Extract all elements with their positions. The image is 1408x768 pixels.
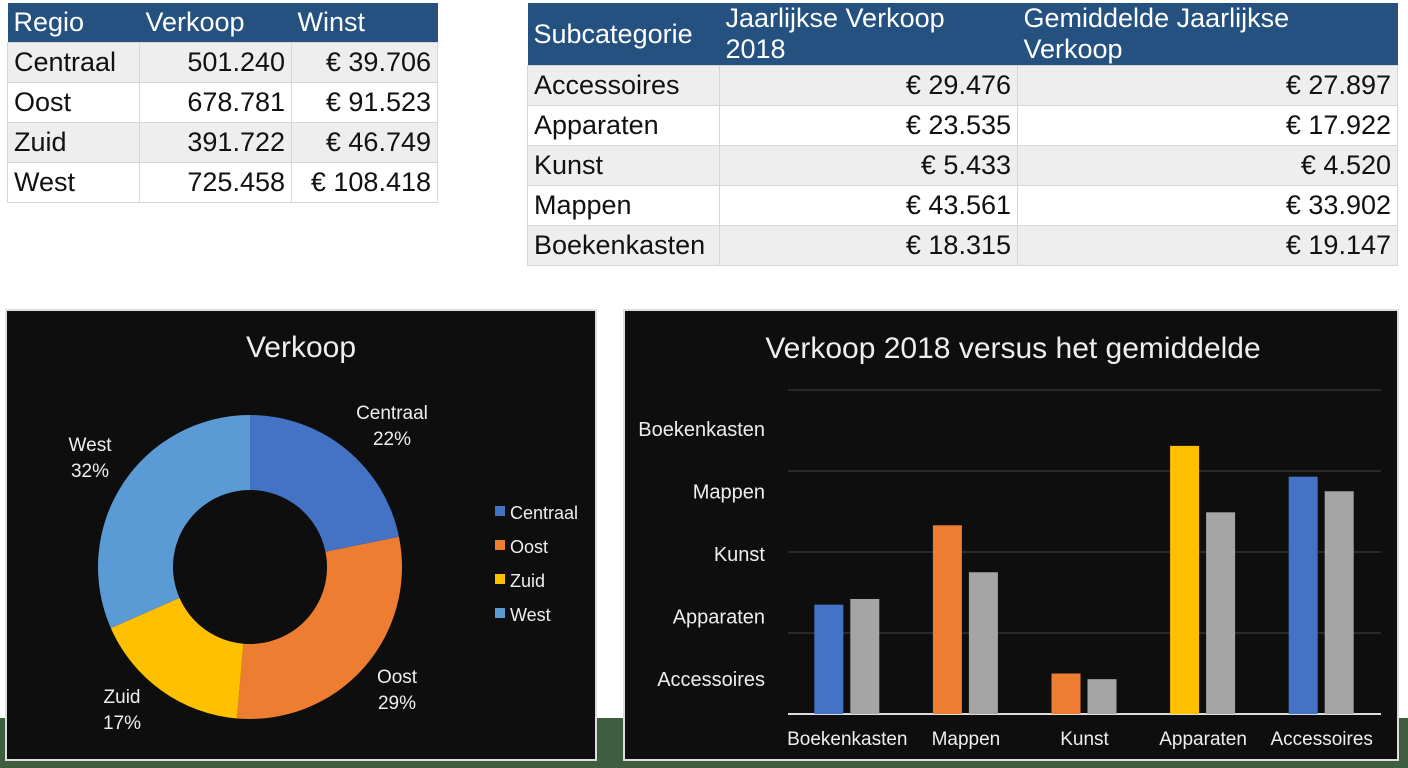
legend-swatch: [495, 608, 505, 618]
table-cell: Accessoires: [527, 65, 720, 106]
table-cell: € 91.523: [291, 82, 438, 123]
table-cell: Oost: [7, 82, 140, 123]
table-row: Kunst € 5.433 € 4.520: [527, 145, 1398, 186]
x-tick-label: Boekenkasten: [787, 729, 907, 750]
bar-apparaten-2018: [1170, 445, 1200, 714]
slice-label-percent: 17%: [103, 713, 141, 734]
table-cell: € 39.706: [291, 42, 438, 83]
y-tick-label: Mappen: [693, 482, 765, 504]
legend-swatch: [495, 540, 505, 550]
table-cell: € 4.520: [1017, 145, 1398, 186]
x-tick-label: Accessoires: [1270, 729, 1372, 750]
bar-apparaten-gemiddelde: [1206, 512, 1236, 714]
y-tick-label: Apparaten: [673, 607, 765, 629]
slice-label-name: West: [69, 435, 113, 456]
region-table: Regio Verkoop Winst Centraal 501.240 € 39.…: [7, 3, 438, 203]
header-gemiddelde: Gemiddelde Jaarlijkse Verkoop: [1017, 3, 1398, 66]
donut-slice-west: [98, 415, 250, 629]
table-row: West 725.458 € 108.418: [7, 162, 438, 203]
bar-boekenkasten-gemiddelde: [850, 598, 880, 714]
slice-label-name: Centraal: [356, 403, 428, 424]
table-cell: € 18.315: [719, 225, 1018, 266]
table-row: Centraal 501.240 € 39.706: [7, 42, 438, 83]
slice-label-name: Zuid: [104, 687, 141, 708]
chart-title: Verkoop: [246, 331, 356, 364]
legend-label: Centraal: [510, 503, 578, 523]
slice-label-percent: 32%: [71, 461, 109, 482]
x-tick-label: Mappen: [932, 729, 1001, 750]
bar-accessoires-2018: [1288, 476, 1318, 714]
donut-slice-zuid: [110, 597, 244, 719]
y-tick-label: Accessoires: [657, 669, 765, 691]
table-row: Accessoires € 29.476 € 27.897: [527, 65, 1398, 106]
table-cell: 501.240: [139, 42, 292, 83]
legend-label: Oost: [510, 537, 548, 557]
bar-chart: Verkoop 2018 versus het gemiddelde Boeken…: [623, 309, 1399, 761]
table-cell: € 33.902: [1017, 185, 1398, 226]
table-cell: 678.781: [139, 82, 292, 123]
table-row: Oost 678.781 € 91.523: [7, 82, 438, 123]
header-subcategorie: Subcategorie: [527, 3, 720, 66]
bar-mappen-2018: [932, 525, 962, 714]
bar-accessoires-gemiddelde: [1324, 491, 1354, 714]
legend-label: West: [510, 605, 551, 625]
table-cell: Boekenkasten: [527, 225, 720, 266]
header-verkoop-2018: Jaarlijkse Verkoop 2018: [719, 3, 1018, 66]
y-tick-label: Kunst: [714, 544, 766, 566]
legend-swatch: [495, 574, 505, 584]
table-row: Apparaten € 23.535 € 17.922: [527, 105, 1398, 146]
table-cell: € 23.535: [719, 105, 1018, 146]
table-cell: Apparaten: [527, 105, 720, 146]
slice-label-percent: 29%: [378, 693, 416, 714]
table-cell: € 108.418: [291, 162, 438, 203]
table-row: Boekenkasten € 18.315 € 19.147: [527, 225, 1398, 266]
header-regio: Regio: [7, 3, 140, 43]
donut-chart: Verkoop Centraal 22% Centraal Oost 29% Oost Zui…: [5, 309, 597, 761]
chart-title: Verkoop 2018 versus het gemiddelde: [765, 332, 1260, 365]
slice-label-name: Oost: [377, 667, 418, 688]
table-row: Zuid 391.722 € 46.749: [7, 122, 438, 163]
table-cell: € 19.147: [1017, 225, 1398, 266]
table-cell: West: [7, 162, 140, 203]
bar-kunst-gemiddelde: [1087, 679, 1117, 714]
slice-label-percent: 22%: [373, 429, 411, 450]
bar-kunst-2018: [1051, 673, 1081, 714]
subcategory-table: Subcategorie Jaarlijkse Verkoop 2018 Gem…: [527, 3, 1398, 266]
table-row: Mappen € 43.561 € 33.902: [527, 185, 1398, 226]
table-cell: € 17.922: [1017, 105, 1398, 146]
legend-swatch: [495, 506, 505, 516]
donut-slice-centraal: [250, 415, 399, 552]
table-cell: € 27.897: [1017, 65, 1398, 106]
table-cell: € 46.749: [291, 122, 438, 163]
table-cell: 391.722: [139, 122, 292, 163]
header-winst: Winst: [291, 3, 438, 43]
table-cell: Centraal: [7, 42, 140, 83]
table-cell: € 43.561: [719, 185, 1018, 226]
table-cell: Zuid: [7, 122, 140, 163]
table-cell: Mappen: [527, 185, 720, 226]
bar-mappen-gemiddelde: [968, 572, 998, 714]
table-cell: 725.458: [139, 162, 292, 203]
header-verkoop: Verkoop: [139, 3, 292, 43]
bar-boekenkasten-2018: [814, 604, 844, 714]
x-tick-label: Kunst: [1060, 729, 1109, 750]
legend-label: Zuid: [510, 571, 545, 591]
x-tick-label: Apparaten: [1159, 729, 1247, 750]
table-cell: € 29.476: [719, 65, 1018, 106]
table-cell: Kunst: [527, 145, 720, 186]
donut-slice-oost: [236, 536, 402, 719]
table-cell: € 5.433: [719, 145, 1018, 186]
y-tick-label: Boekenkasten: [638, 419, 765, 441]
